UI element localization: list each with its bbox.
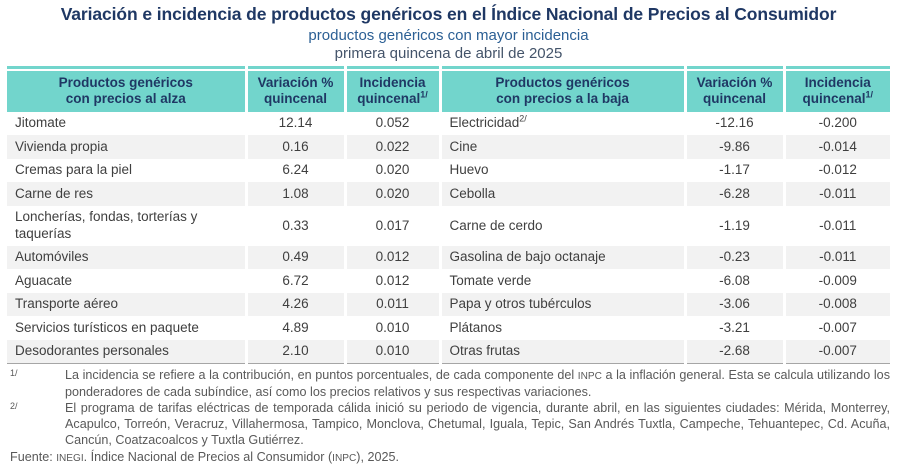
incidence-up-cell: 0.020 [343,182,440,206]
table-row: Transporte aéreo 4.26 0.011 Papa y otros tu… [7,292,890,317]
table-row: Automóviles 0.49 0.012 Gasolina de bajo oct… [7,245,890,270]
table-header: Productos genéricos con precios al alza Va… [7,65,892,112]
variation-up-cell: 0.16 [244,135,345,159]
variation-down-cell: -9.86 [683,135,784,159]
variation-up-cell: 4.26 [244,292,345,317]
variation-down-cell: -2.68 [683,339,784,364]
footnote: 1/La incidencia se refiere a la contribu… [7,367,890,400]
product-up-cell: Loncherías, fondas, torterías y taquería… [15,209,198,241]
incidence-up-cell: 0.052 [343,111,440,136]
variation-down-cell: -3.21 [683,316,784,340]
variation-up-cell: 0.33 [244,205,345,246]
incidence-up-cell: 0.012 [343,269,440,293]
incidence-up-cell: 0.012 [343,245,440,270]
inpc-incidence-table: Productos genéricos con precios al alza Va… [7,65,892,365]
incidence-up-cell: 0.017 [343,205,440,246]
column-header: Incidencia quincenal1/ [343,65,440,112]
incidence-down-cell: -0.009 [782,269,890,293]
table-row: Jitomate 12.14 0.052 Electricidad2/-12.16 -0… [7,111,890,136]
footnote-marker: 1/ [10,368,18,379]
column-header: Productos genéricos con precios al alza [7,65,246,112]
incidence-down-cell: -0.014 [782,135,890,159]
footnote-marker: 2/ [10,401,18,412]
incidence-up-cell: 0.022 [343,135,440,159]
table-body: Jitomate 12.14 0.052 Electricidad2/-12.16 -0… [7,111,890,364]
incidence-down-cell: -0.011 [782,245,890,270]
table-row: Carne de res 1.08 0.020 Cebolla -6.28 -0.011 [7,182,890,206]
product-down-cell: Electricidad2/ [438,111,685,136]
incidence-down-cell: -0.007 [782,339,890,364]
incidence-down-cell: -0.011 [782,205,890,246]
footnote: 2/El programa de tarifas eléctricas de t… [7,400,890,448]
product-up-cell: Jitomate [15,115,67,131]
period-label: primera quincena de abril de 2025 [334,45,563,62]
product-up-cell: Desodorantes personales [15,343,169,359]
footnote-ref: 2/ [519,113,527,124]
footnote-text: La incidencia se refiere a la contribuci… [65,368,890,399]
table-row: Loncherías, fondas, torterías y taquería… [7,205,890,246]
variation-down-cell: -0.23 [683,245,784,270]
product-down-cell: Otras frutas [438,339,685,364]
product-up-cell: Carne de res [15,185,94,201]
column-header: Variación % quincenal [683,65,784,112]
incidence-up-cell: 0.010 [343,316,440,340]
small-caps-acronym: INPC [577,371,602,383]
product-down-cell: Cine [438,135,685,159]
page-title: Variación e incidencia de productos gené… [60,4,837,24]
product-down-cell: Cebolla [438,182,685,206]
product-up-cell: Automóviles [15,249,89,265]
footnote-text: El programa de tarifas eléctricas de tem… [65,401,890,448]
incidence-down-cell: -0.012 [782,158,890,183]
incidence-down-cell: -0.008 [782,292,890,317]
product-up-cell: Servicios turísticos en paquete [15,319,199,335]
variation-up-cell: 1.08 [244,182,345,206]
variation-up-cell: 0.49 [244,245,345,270]
variation-down-cell: -12.16 [683,111,784,136]
small-caps-acronym: INEGI [56,453,84,465]
page-subtitle: productos genéricos con mayor incidencia [308,27,589,44]
variation-down-cell: -6.28 [683,182,784,206]
product-up-cell: Cremas para la piel [15,162,133,178]
variation-up-cell: 4.89 [244,316,345,340]
table-row: Aguacate 6.72 0.012 Tomate verde -6.08 -0.009 [7,269,890,293]
footnote-ref: 1/ [865,89,874,100]
variation-down-cell: -6.08 [683,269,784,293]
variation-down-cell: -3.06 [683,292,784,317]
table-row: Desodorantes personales 2.10 0.010 Otras fr… [7,339,890,364]
incidence-down-cell: -0.011 [782,182,890,206]
product-down-cell: Papa y otros tubérculos [438,292,685,317]
footnotes: 1/La incidencia se refiere a la contribu… [7,367,890,466]
table-row: Vivienda propia 0.16 0.022 Cine -9.86 -0.014 [7,135,890,159]
product-up-cell: Aguacate [15,272,73,288]
column-header: Incidencia quincenal1/ [782,65,892,112]
source-line: Fuente: INEGI. Índice Nacional de Precio… [10,450,399,465]
variation-up-cell: 6.72 [244,269,345,293]
table-row: Servicios turísticos en paquete 4.89 0.010… [7,316,890,340]
footnote-ref: 1/ [420,89,428,100]
column-header: Productos genéricos con precios a la baja [438,65,685,112]
incidence-up-cell: 0.010 [343,339,440,364]
incidence-down-cell: -0.007 [782,316,890,340]
variation-down-cell: -1.19 [683,205,784,246]
table-row: Cremas para la piel 6.24 0.020 Huevo -1.17 -0… [7,158,890,183]
incidence-down-cell: -0.200 [782,111,890,136]
header-row: Productos genéricos con precios al alza Va… [7,65,892,112]
product-down-cell: Carne de cerdo [438,205,685,246]
product-down-cell: Huevo [438,158,685,183]
small-caps-acronym: INPC [332,453,357,465]
variation-up-cell: 2.10 [244,339,345,364]
column-header: Variación % quincenal [244,65,345,112]
product-down-cell: Tomate verde [438,269,685,293]
footnote-list: 1/La incidencia se refiere a la contribu… [7,367,890,448]
product-down-cell: Plátanos [438,316,685,340]
incidence-up-cell: 0.011 [343,292,440,317]
variation-up-cell: 6.24 [244,158,345,183]
product-up-cell: Vivienda propia [15,138,108,154]
variation-down-cell: -1.17 [683,158,784,183]
product-up-cell: Transporte aéreo [15,296,119,312]
product-down-cell: Gasolina de bajo octanaje [438,245,685,270]
variation-up-cell: 12.14 [244,111,345,136]
incidence-up-cell: 0.020 [343,158,440,183]
